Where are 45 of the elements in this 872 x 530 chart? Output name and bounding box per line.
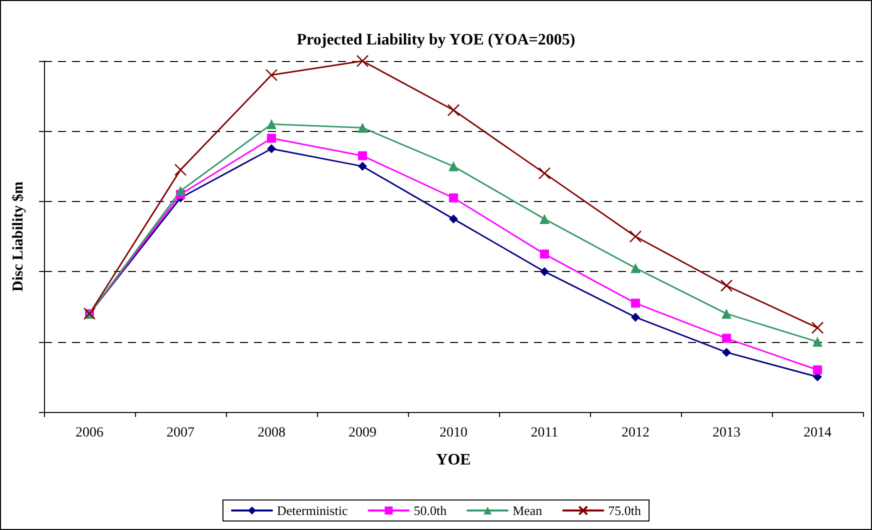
point	[630, 263, 640, 274]
x-tick-label: 2013	[712, 426, 740, 440]
point	[176, 186, 186, 196]
x-tick-label: 2012	[622, 426, 650, 440]
point	[174, 164, 187, 176]
point	[267, 134, 276, 143]
x-tick-label: 2007	[166, 426, 194, 440]
point	[811, 322, 824, 334]
chart-title: Projected Liability by YOE (YOA=2005)	[296, 32, 576, 48]
point	[540, 214, 550, 224]
point	[631, 298, 640, 308]
point	[540, 250, 549, 259]
point	[812, 336, 822, 347]
point	[449, 214, 458, 224]
x-tick-label: 2014	[804, 426, 832, 440]
point	[720, 279, 733, 292]
point	[358, 151, 367, 160]
x-axis-title: YOE	[436, 452, 471, 468]
x-tick-label: 2009	[348, 426, 376, 440]
legend-label: Mean	[512, 503, 543, 518]
point	[631, 312, 640, 322]
point	[540, 267, 549, 276]
point	[448, 161, 458, 172]
x-tick-label: 2008	[258, 426, 286, 440]
point	[356, 54, 369, 68]
point	[722, 334, 731, 343]
point	[722, 308, 732, 319]
legend-label: 75.0th	[608, 503, 642, 518]
point	[358, 162, 367, 171]
legend-label: 50.0th	[414, 503, 448, 518]
point	[629, 230, 642, 243]
point	[722, 348, 731, 357]
point	[447, 104, 460, 116]
point	[449, 193, 458, 202]
point	[265, 68, 278, 82]
x-tick-label: 2011	[530, 426, 558, 440]
x-tick-label: 2006	[76, 426, 104, 440]
point	[358, 122, 368, 133]
legend-label: Deterministic	[276, 503, 348, 518]
point	[267, 144, 276, 154]
x-tick-label: 2010	[440, 426, 468, 440]
point	[266, 119, 276, 130]
point	[538, 167, 551, 180]
point	[813, 365, 822, 374]
y-axis-title: Disc Liability $m	[10, 181, 26, 292]
